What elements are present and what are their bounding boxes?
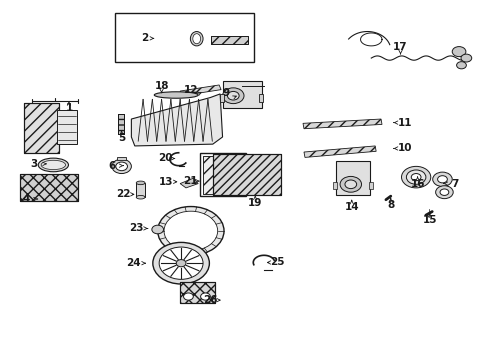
Polygon shape	[180, 85, 221, 96]
Text: 24: 24	[126, 258, 141, 268]
Circle shape	[183, 293, 193, 300]
Polygon shape	[304, 146, 375, 157]
Circle shape	[339, 176, 361, 192]
Circle shape	[439, 189, 448, 195]
Bar	[203, 156, 242, 194]
Text: 23: 23	[129, 224, 143, 233]
Bar	[180, 282, 215, 303]
Circle shape	[460, 54, 471, 62]
FancyBboxPatch shape	[122, 21, 164, 55]
Ellipse shape	[41, 160, 65, 170]
Bar	[57, 110, 77, 144]
Text: 14: 14	[344, 202, 358, 212]
Bar	[259, 94, 263, 102]
Text: 10: 10	[397, 143, 412, 153]
Bar	[118, 114, 123, 134]
Circle shape	[152, 225, 163, 234]
Bar	[211, 36, 247, 44]
Circle shape	[158, 207, 224, 255]
Circle shape	[176, 260, 185, 267]
Circle shape	[451, 46, 465, 57]
Bar	[220, 94, 224, 102]
Text: 8: 8	[386, 200, 394, 210]
FancyBboxPatch shape	[119, 18, 168, 58]
Text: 9: 9	[222, 88, 229, 98]
Bar	[335, 161, 369, 195]
Polygon shape	[303, 119, 381, 129]
Text: 12: 12	[183, 85, 198, 95]
Bar	[180, 282, 215, 303]
Bar	[222, 81, 261, 108]
Circle shape	[406, 170, 425, 184]
Circle shape	[344, 180, 356, 189]
Circle shape	[200, 293, 210, 300]
Ellipse shape	[136, 195, 145, 199]
Bar	[20, 174, 78, 201]
Text: 4: 4	[22, 194, 30, 204]
Bar	[24, 103, 59, 153]
Ellipse shape	[190, 32, 203, 46]
Bar	[118, 114, 123, 134]
Bar	[203, 156, 242, 194]
Text: 18: 18	[154, 81, 168, 91]
Bar	[211, 36, 247, 44]
Text: 21: 21	[182, 176, 197, 186]
Text: 16: 16	[409, 179, 424, 189]
Circle shape	[116, 162, 127, 171]
Bar	[115, 13, 254, 62]
Circle shape	[432, 172, 451, 186]
Text: 3: 3	[30, 159, 38, 169]
Text: 19: 19	[247, 198, 262, 208]
Circle shape	[435, 186, 452, 199]
Ellipse shape	[136, 181, 145, 185]
Circle shape	[227, 91, 239, 100]
Text: 11: 11	[397, 118, 412, 128]
Circle shape	[159, 247, 203, 279]
Text: 22: 22	[116, 189, 131, 199]
Circle shape	[163, 211, 217, 251]
Circle shape	[153, 242, 209, 284]
Text: 25: 25	[270, 257, 285, 267]
Circle shape	[112, 159, 131, 174]
Ellipse shape	[38, 158, 68, 172]
Bar	[24, 103, 59, 153]
Polygon shape	[131, 94, 222, 146]
Circle shape	[410, 174, 420, 181]
Bar	[212, 154, 281, 195]
Text: 7: 7	[450, 179, 458, 189]
FancyBboxPatch shape	[167, 22, 188, 55]
Text: 26: 26	[203, 295, 217, 305]
Text: 5: 5	[118, 133, 125, 143]
Text: 13: 13	[159, 177, 173, 187]
Circle shape	[222, 88, 244, 104]
Polygon shape	[180, 178, 198, 188]
Text: 1: 1	[65, 103, 72, 113]
Bar	[332, 182, 336, 189]
Bar	[212, 154, 281, 195]
Circle shape	[437, 176, 447, 183]
Text: 20: 20	[158, 153, 172, 163]
Bar	[117, 157, 126, 160]
Text: 6: 6	[108, 161, 115, 171]
Bar	[368, 182, 372, 189]
Bar	[20, 174, 78, 201]
FancyBboxPatch shape	[170, 24, 185, 53]
Bar	[199, 153, 245, 196]
Text: 15: 15	[422, 215, 436, 225]
Ellipse shape	[192, 34, 200, 44]
Bar	[136, 183, 145, 197]
Circle shape	[401, 166, 430, 188]
Text: 17: 17	[392, 42, 407, 52]
Circle shape	[456, 62, 466, 69]
Text: 2: 2	[141, 33, 148, 43]
Ellipse shape	[154, 92, 198, 98]
